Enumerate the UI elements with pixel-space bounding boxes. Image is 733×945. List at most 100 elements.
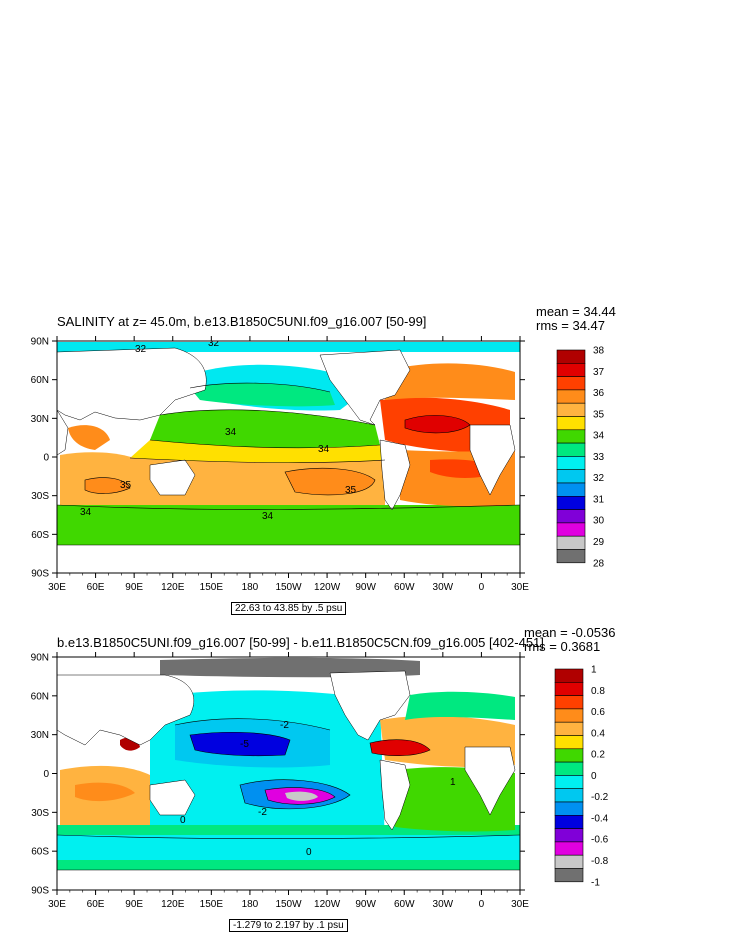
- axis-ticks: 90N 60N 30N 0 30S 60S 90S 30E 60E 90E 120E 150E 180 1…: [31, 336, 529, 593]
- colorbar-swatch: [556, 496, 586, 510]
- lat-tick-label: 90S: [31, 886, 49, 897]
- lon-tick-label: 60E: [87, 899, 105, 910]
- colorbar-swatch: [554, 708, 584, 723]
- mean-stat: mean = -0.0536: [524, 625, 616, 640]
- colorbar-swatch: [556, 535, 586, 550]
- contour-label: 0: [306, 847, 312, 858]
- pacific-band-green: [150, 409, 380, 448]
- lat-tick-label: 0: [43, 453, 49, 464]
- lat-tick-label: 60S: [31, 847, 49, 858]
- lon-tick-label: 150W: [275, 582, 302, 593]
- indian-max: [85, 477, 130, 494]
- lon-tick-label: 30W: [433, 582, 454, 593]
- north-atlantic-core: [370, 739, 430, 756]
- eurasia: [57, 347, 207, 421]
- contour-label: 32: [135, 344, 147, 355]
- north-pacific-subpolar: [190, 383, 335, 407]
- south-america: [379, 759, 411, 831]
- north-atlantic-subpolar: [385, 363, 515, 400]
- contour-label: -5: [240, 739, 249, 750]
- colorbar-swatch: [554, 868, 584, 883]
- colorbar-swatch: [554, 735, 584, 750]
- north-america: [319, 349, 411, 426]
- lon-tick-label: 30E: [511, 899, 529, 910]
- colorbar-label: 0.8: [591, 686, 605, 697]
- colorbar-label: 31: [593, 494, 605, 505]
- colorbar-label: -0.4: [591, 813, 609, 824]
- contour-label: 34: [80, 507, 92, 518]
- colorbar-swatch: [554, 761, 584, 776]
- colorbar-label: -0.2: [591, 792, 609, 803]
- lat-tick-label: 30N: [31, 414, 49, 425]
- lon-tick-label: 90W: [355, 582, 376, 593]
- colorbar-swatch: [556, 469, 586, 484]
- contour-lines: [57, 382, 520, 510]
- contour-label: 0: [180, 815, 186, 826]
- indian-core: [75, 782, 135, 802]
- australia: [149, 459, 196, 496]
- antarctica: [57, 544, 520, 573]
- contour-label: 35: [120, 480, 132, 491]
- lon-tick-label: 0: [479, 582, 485, 593]
- colorbar-swatch: [556, 389, 586, 404]
- south-pacific-max: [285, 468, 375, 495]
- north-atlantic-core: [405, 415, 470, 433]
- salinity-map: 34 34 35 35 34 34 32 32 90N 60N 30N 0 30S 60S…: [31, 336, 605, 593]
- colorbar-swatch: [554, 801, 584, 816]
- plot-title: b.e13.B1850C5UNI.f09_g16.007 [50-99] - b…: [57, 635, 544, 650]
- lat-tick-label: 60N: [31, 691, 49, 702]
- colorbar-label: 28: [593, 558, 605, 569]
- lon-tick-label: 60E: [87, 582, 105, 593]
- lon-tick-label: 30E: [511, 582, 529, 593]
- lon-tick-label: 30E: [48, 582, 66, 593]
- colorbar-label: 0: [591, 771, 597, 782]
- colorbar-swatch: [556, 402, 586, 417]
- africa-right: [469, 424, 516, 496]
- lon-tick-label: 0: [479, 899, 485, 910]
- lon-tick-label: 150E: [200, 582, 224, 593]
- contour-label: 1: [450, 777, 456, 788]
- colorbar-swatch: [554, 854, 584, 869]
- land-masses: [57, 347, 520, 573]
- subpolar-atlantic: [405, 691, 515, 720]
- colorbar-label: 37: [593, 367, 605, 378]
- lat-tick-label: 90S: [31, 569, 49, 580]
- colorbar: 1 0.8 0.6 0.4 0.2 0 -0.2 -0.4 -0.6 -0.8 -1: [554, 665, 609, 888]
- axis-ticks: 90N 60N 30N 0 30S 60S 90S 30E 60E 90E 120E 150E 180 1…: [31, 652, 529, 910]
- pacific-core-negative: [190, 732, 290, 756]
- colorbar-swatch: [556, 442, 586, 457]
- pacific-south-center: [285, 791, 318, 801]
- lon-tick-label: 180: [242, 899, 259, 910]
- colorbar-label: 36: [593, 388, 605, 399]
- colorbar-swatch: [554, 775, 584, 789]
- difference-panel: b.e13.B1850C5UNI.f09_g16.007 [50-99] - b…: [0, 625, 733, 940]
- contour-range-box: -1.279 to 2.197 by .1 psu: [229, 919, 348, 932]
- contour-range-box: 22.63 to 43.85 by .5 psu: [231, 602, 347, 615]
- arctic-band: [57, 342, 520, 352]
- contour-label: 34: [225, 427, 237, 438]
- colorbar-label: 38: [593, 346, 605, 357]
- mean-stat: mean = 34.44: [536, 304, 616, 319]
- colorbar: 38 37 36 35 34 33 32 31 30 29 28: [556, 346, 605, 569]
- rms-stat: rms = 0.3681: [524, 639, 601, 654]
- colorbar-swatch: [554, 828, 584, 843]
- colorbar-swatch: [554, 681, 584, 696]
- colorbar-label: 30: [593, 516, 605, 527]
- colorbar-label: 32: [593, 473, 605, 484]
- lon-tick-label: 30W: [433, 899, 454, 910]
- south-america: [379, 439, 411, 511]
- contour-label-group: 34 34 35 35 34 34 32 32: [80, 341, 357, 522]
- lat-tick-label: 90N: [31, 653, 49, 664]
- lat-tick-label: 30S: [31, 808, 49, 819]
- land-masses: [57, 670, 520, 890]
- colorbar-label: 0.4: [591, 728, 605, 739]
- lat-tick-label: 60N: [31, 375, 49, 386]
- difference-map: -5 -2 -2 0 0 1 90N 60N 30N 0 30S 60S 90S 30E 60E…: [31, 652, 609, 910]
- contour-lines: [57, 718, 520, 840]
- lon-tick-label: 60W: [394, 582, 415, 593]
- lat-tick-label: 90N: [31, 337, 49, 348]
- lat-tick-label: 60S: [31, 530, 49, 541]
- antarctica: [57, 869, 520, 890]
- lon-tick-label: 120W: [314, 899, 341, 910]
- eurasia: [57, 674, 195, 746]
